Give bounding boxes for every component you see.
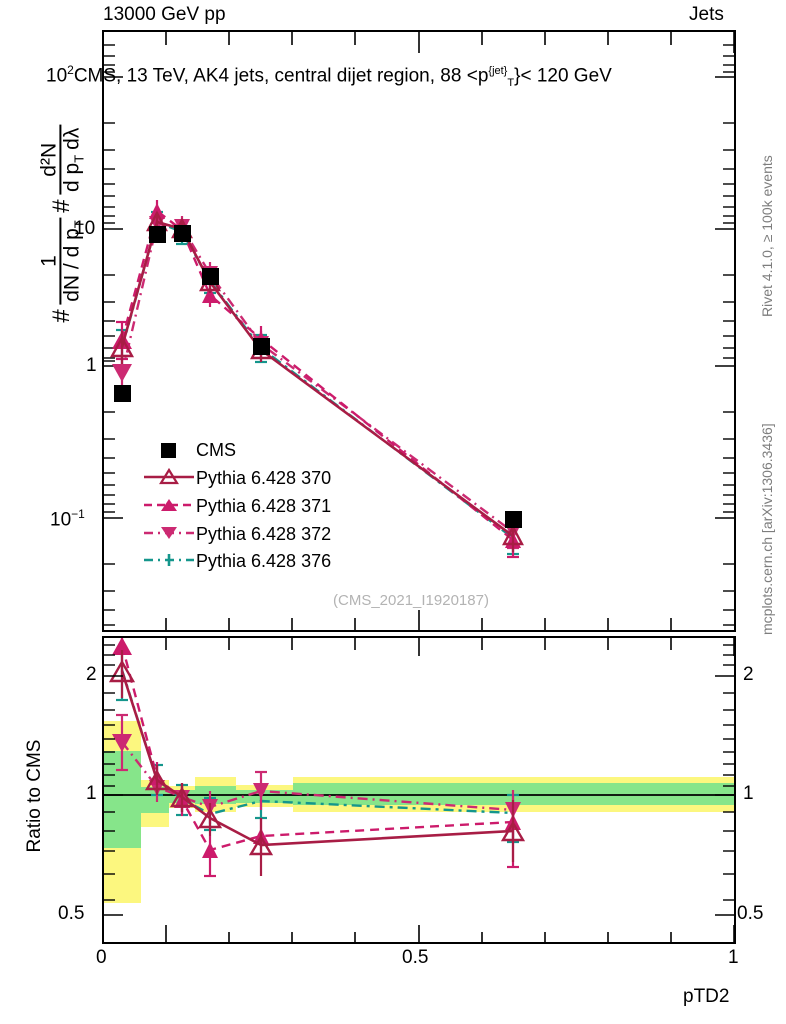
series-pythia-372-ratio	[112, 713, 521, 838]
analysis-id-watermark: (CMS_2021_I1920187)	[333, 592, 489, 609]
main-plot-title: 102CMS, 13 TeV, AK4 jets, central dijet …	[46, 63, 612, 89]
main-xaxis-top-ticks	[102, 31, 735, 53]
right-side-captions: Rivet 4.1.0, ≥ 100k events mcplots.cern.…	[759, 155, 775, 635]
legend-entry-cms[interactable]: CMS	[161, 440, 236, 460]
header-right: Jets	[689, 4, 724, 25]
legend-entry-pythia-371[interactable]: Pythia 6.428 371	[144, 496, 331, 516]
ratio-ytick-2: 2	[86, 664, 97, 685]
xtick-0: 0	[96, 947, 107, 968]
main-yaxis-ticks	[103, 44, 735, 626]
title-text-b: }< 120 GeV	[514, 65, 612, 87]
main-xaxis-bottom-ticks	[165, 610, 672, 631]
ratio-ytick-right-2: 2	[743, 664, 754, 685]
series-pythia-370-ratio	[108, 650, 526, 876]
ratio-bands-layer	[103, 721, 735, 903]
ratio-ytick-1: 1	[86, 783, 97, 804]
ratio-ytick-right-0-5: 0.5	[737, 903, 764, 924]
legend-label-cms: CMS	[196, 440, 236, 460]
legend-label-pythia-372: Pythia 6.428 372	[196, 524, 331, 544]
legend-marker-pythia-372	[161, 527, 177, 539]
xtick-1: 1	[728, 947, 739, 968]
main-legend: CMS Pythia 6.428 370 Pythia 6.428 371 Py…	[144, 440, 331, 571]
main-ytick-10: 10	[74, 218, 96, 239]
title-scale-prefix: 10	[46, 65, 68, 87]
main-ytick-1: 1	[86, 355, 97, 376]
header-left: 13000 GeV pp	[103, 4, 226, 25]
title-t-subscript: T	[507, 77, 515, 90]
legend-label-pythia-371: Pythia 6.428 371	[196, 496, 331, 516]
legend-entry-pythia-376[interactable]: Pythia 6.428 376	[144, 551, 331, 571]
legend-marker-pythia-370	[159, 467, 179, 485]
series-pythia-371-ratio	[112, 637, 521, 878]
legend-entry-pythia-372[interactable]: Pythia 6.428 372	[144, 524, 331, 544]
series-cms-main	[114, 225, 522, 528]
main-data-layer	[109, 200, 524, 559]
ratio-ytick-right-1: 1	[743, 783, 754, 804]
title-jet-superscript: {jet}	[488, 65, 508, 77]
ratio-ytick-0-5: 0.5	[58, 903, 85, 924]
legend-label-pythia-370: Pythia 6.428 370	[196, 468, 331, 488]
legend-entry-pythia-370[interactable]: Pythia 6.428 370	[144, 467, 331, 488]
title-text-a: CMS, 13 TeV, AK4 jets, central dijet reg…	[73, 65, 489, 87]
ratio-data-layer	[108, 637, 526, 878]
legend-marker-pythia-371	[161, 499, 177, 511]
xaxis-label: pTD2	[683, 986, 730, 1007]
title-scale-exponent: 2	[67, 63, 74, 77]
ratio-xaxis-ticks	[102, 637, 735, 943]
xtick-0-5: 0.5	[402, 947, 429, 968]
series-pythia-376-ratio	[116, 648, 519, 844]
rivet-version-caption: Rivet 4.1.0, ≥ 100k events	[759, 155, 775, 317]
ratio-yaxis-ticks	[103, 644, 735, 916]
legend-marker-cms	[161, 443, 176, 458]
legend-label-pythia-376: Pythia 6.428 376	[196, 551, 331, 571]
main-ytick-0-1: 10−1	[50, 507, 85, 531]
mcplots-caption: mcplots.cern.ch [arXiv:1306.3436]	[759, 423, 775, 635]
